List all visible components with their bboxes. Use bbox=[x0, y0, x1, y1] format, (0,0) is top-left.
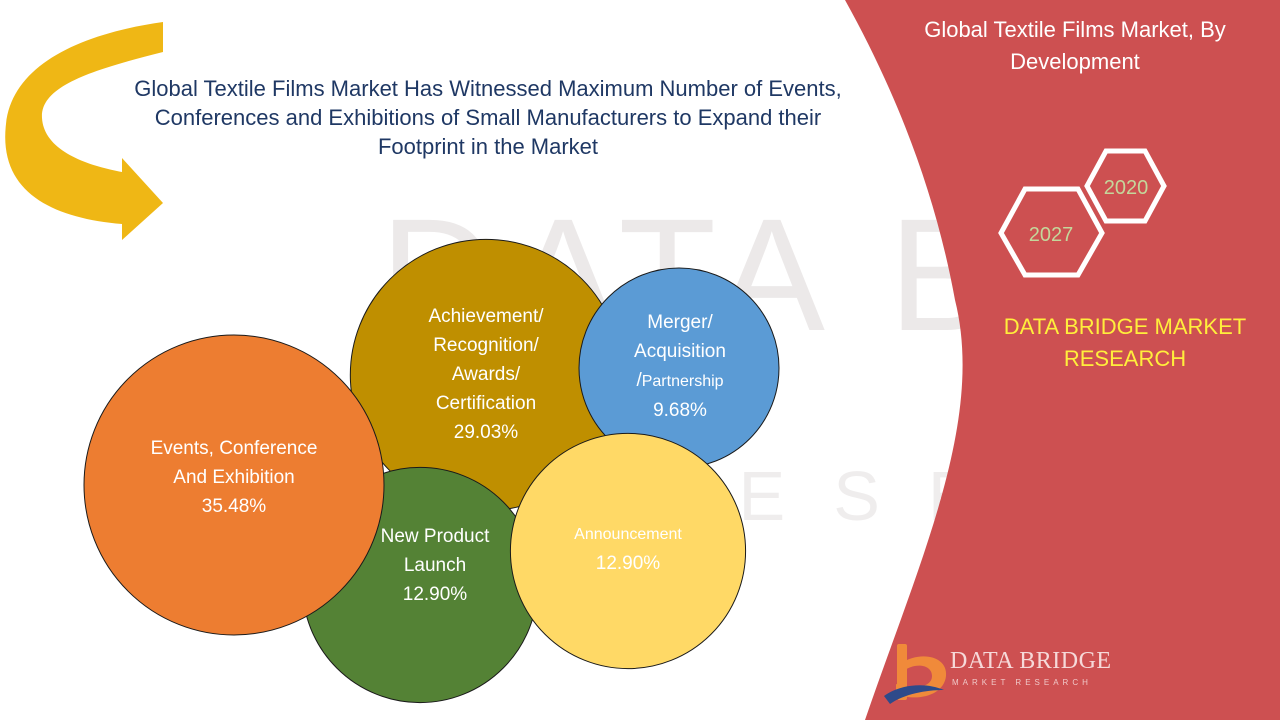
slice-label-4: Merger/ Acquisition /Partnership 9.68% bbox=[600, 308, 760, 425]
slice-label-3: Announcement 12.90% bbox=[548, 520, 708, 578]
hexagon-badge-2027 bbox=[998, 186, 1105, 278]
bubble-slice-3 bbox=[509, 432, 747, 670]
slice-3-value: 12.90% bbox=[595, 553, 661, 574]
slice-1-name-line-1: Achievement/ bbox=[428, 306, 544, 327]
slice-4-name-line-2: Acquisition bbox=[634, 341, 726, 362]
year-badge-2027-label: 2027 bbox=[1029, 224, 1074, 246]
bubble-chart bbox=[83, 238, 780, 704]
slice-1-name-line-4: Certification bbox=[435, 393, 537, 414]
brand-name: DATA BRIDGE MARKET RESEARCH bbox=[1003, 314, 1247, 371]
bubble-slice-0 bbox=[83, 334, 385, 636]
slice-4-name-line-3: /Partnership bbox=[636, 370, 724, 391]
slice-0-name-line-1: Events, Conference bbox=[150, 438, 318, 459]
slice-label-2: New Product Launch 12.90% bbox=[355, 522, 515, 609]
slice-0-name-line-2: And Exhibition bbox=[173, 467, 295, 488]
slice-2-name-line-1: New Product bbox=[380, 526, 490, 547]
slice-4-value: 9.68% bbox=[653, 400, 707, 421]
slice-1-name-line-3: Awards/ bbox=[451, 364, 521, 385]
chart-headline: Global Textile Films Market Has Witnesse… bbox=[134, 76, 842, 159]
slice-label-1: Achievement/ Recognition/ Awards/ Certif… bbox=[396, 302, 576, 447]
data-bridge-logo-icon bbox=[884, 644, 947, 704]
hexagon-badge-2020 bbox=[1084, 148, 1167, 224]
year-badges: 2020 2027 bbox=[998, 148, 1167, 278]
logo-tagline: MARKET RESEARCH bbox=[952, 678, 1092, 687]
curved-arrow-icon bbox=[5, 22, 164, 240]
slice-0-value: 35.48% bbox=[201, 496, 267, 517]
slice-2-name-line-2: Launch bbox=[403, 555, 467, 576]
slice-1-value: 29.03% bbox=[453, 422, 519, 443]
side-panel-title: Global Textile Films Market, By Developm… bbox=[924, 17, 1226, 74]
year-badge-2020-label: 2020 bbox=[1104, 177, 1149, 199]
slice-1-name-line-2: Recognition/ bbox=[433, 335, 539, 356]
slice-label-0: Events, Conference And Exhibition 35.48% bbox=[124, 434, 344, 521]
side-panel-background bbox=[845, 0, 1280, 720]
logo-wordmark: DATA BRIDGE bbox=[950, 648, 1112, 674]
slice-4-name-line-1: Merger/ bbox=[647, 312, 713, 333]
slice-2-value: 12.90% bbox=[402, 584, 468, 605]
slice-3-name: Announcement bbox=[574, 526, 682, 543]
